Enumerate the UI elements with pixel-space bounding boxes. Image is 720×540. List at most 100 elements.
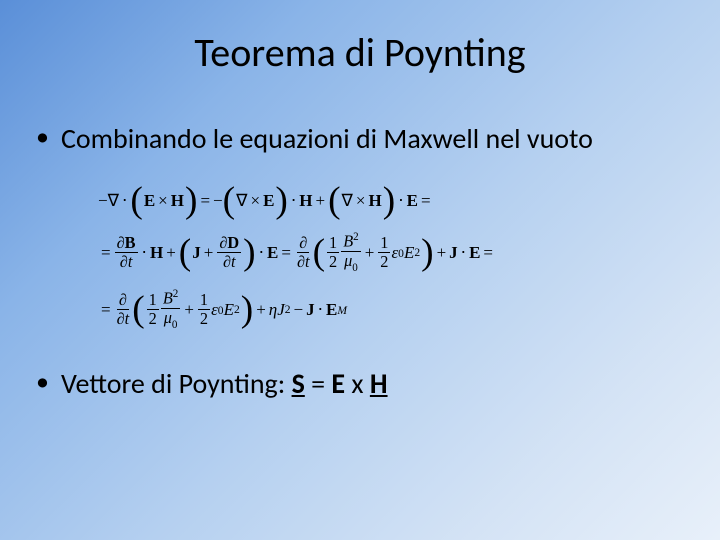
bullet-1-text: Combinando le equazioni di Maxwell nel v… [61,121,593,156]
eq-text: H [171,188,184,214]
eq-paren: J + ∂D ∂t [179,235,256,271]
poynting-H: H [370,366,388,401]
bullet-2: • Vettore di Poynting: S = E x H [36,366,684,401]
eq-text: M [337,302,347,319]
bullet-2-x: x [345,366,370,401]
eq-text: J [306,297,315,323]
slide-title: Teorema di Poynting [36,28,684,77]
eq-text: + [256,297,266,323]
eq-text: t [231,252,236,271]
eq-text: + [437,240,447,266]
eq-text: + [204,240,214,266]
eq-text: 1 [147,292,159,310]
eq-text: E [263,188,274,214]
eq-text: × [250,188,260,214]
eq-paren: ∇ × E [223,186,288,216]
eq-text: D [227,233,239,252]
eq-text: ⋅ [291,188,296,214]
eq-text: + [166,240,176,266]
eq-frac: 1 2 [378,235,390,271]
eq-text: = [483,240,493,266]
eq-text: E [407,188,418,214]
eq-text: × [356,188,366,214]
eq-text: H [299,188,312,214]
eq-text: B [163,288,173,307]
equation-block: − ∇ ⋅ E × H = − ∇ × E ⋅ H + ∇ × H ⋅ [98,186,684,330]
poynting-E: E [331,366,345,401]
eq-text: J [277,297,285,323]
eq-text: 2 [147,310,159,327]
eq-text: ∂ [119,290,127,309]
eq-text: ⋅ [461,240,466,266]
eq-text: 2 [234,301,240,318]
eq-text: t [305,252,310,271]
eq-text: η [269,297,277,323]
eq-text: B [343,231,353,250]
eq-frac: B2 μ0 [341,232,361,273]
bullet-marker-icon: • [36,121,49,152]
eq-text: H [369,188,382,214]
eq-text: 0 [218,302,224,319]
eq-text: t [125,309,130,328]
eq-text: E [267,240,278,266]
eq-paren: ∇ × H [328,186,395,216]
eq-text: + [365,240,375,266]
eq-text: 2 [285,301,291,318]
eq-text: ∇ [108,188,119,214]
eq-text: J [192,240,201,266]
bullet-marker-icon: • [36,366,49,397]
eq-text: μ [164,308,172,327]
bullet-2-text: Vettore di Poynting: S = E x H [61,366,388,401]
eq-text: 2 [353,231,359,243]
bullet-1: • Combinando le equazioni di Maxwell nel… [36,121,684,156]
equation-line-2: = ∂B ∂t ⋅ H + J + ∂D ∂t ⋅ E = ∂ ∂t [98,232,684,273]
eq-text: ⋅ [122,188,127,214]
eq-frac: ∂D ∂t [217,235,241,271]
eq-text: × [158,188,168,214]
eq-text: ∇ [342,188,353,214]
eq-text: + [316,188,326,214]
eq-paren: 1 2 B2 μ0 + 1 2 ε0 E2 [132,289,253,330]
eq-frac: 1 2 [327,235,339,271]
eq-text: E [224,297,234,323]
eq-text: 1 [378,235,390,253]
eq-text: ∇ [236,188,247,214]
eq-paren: 1 2 B2 μ0 + 1 2 ε0 E2 [313,232,434,273]
eq-text: ⋅ [142,240,147,266]
eq-text: t [128,252,133,271]
eq-text: − [213,188,223,214]
eq-text: 2 [414,244,420,261]
eq-frac: ∂ ∂t [295,235,312,271]
eq-text: ∂ [297,252,305,271]
bullet-2-mid: = [305,366,332,401]
eq-text: B [125,233,136,252]
eq-text: 2 [327,253,339,270]
eq-text: − [98,188,108,214]
eq-text: 0 [172,319,178,331]
eq-frac: ∂ ∂t [115,292,132,328]
eq-text: E [326,297,337,323]
bullet-2-pre: Vettore di Poynting: [61,366,292,401]
eq-text: ∂ [299,233,307,252]
eq-text: 0 [352,262,358,274]
eq-paren: E × H [130,186,197,216]
eq-text: 2 [173,288,179,300]
eq-text: ⋅ [259,240,264,266]
eq-text: = [421,188,431,214]
eq-text: = [101,297,111,323]
eq-text: ⋅ [318,297,323,323]
eq-text: 2 [378,253,390,270]
eq-text: ∂ [117,233,125,252]
eq-text: 1 [327,235,339,253]
slide: Teorema di Poynting • Combinando le equa… [0,0,720,540]
eq-text: 0 [398,245,404,262]
eq-text: = [281,240,291,266]
equation-line-1: − ∇ ⋅ E × H = − ∇ × E ⋅ H + ∇ × H ⋅ [98,186,684,216]
eq-text: 2 [198,310,210,327]
eq-text: E [144,188,155,214]
eq-text: H [150,240,163,266]
eq-text: ε [211,297,218,323]
eq-text: 1 [198,292,210,310]
eq-text: ⋅ [398,188,403,214]
equation-line-3: = ∂ ∂t 1 2 B2 μ0 + 1 2 ε0 [98,289,684,330]
